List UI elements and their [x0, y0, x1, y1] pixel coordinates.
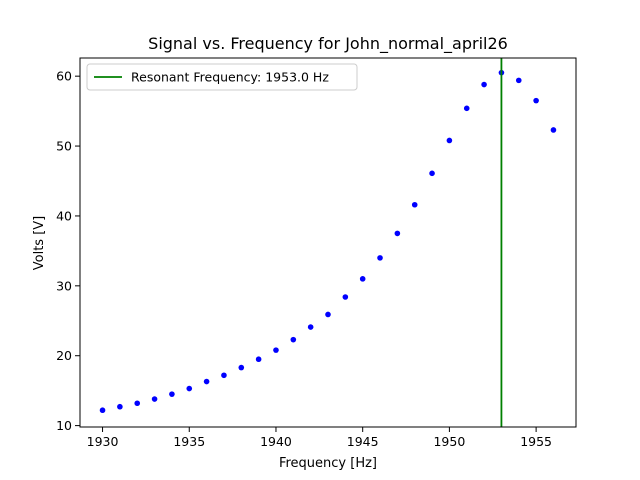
data-point — [481, 81, 487, 88]
y-axis-label: Volts [V] — [32, 216, 47, 271]
data-point — [255, 356, 262, 363]
data-point — [394, 230, 401, 237]
x-tick-label: 1935 — [173, 434, 205, 449]
x-tick-label: 1955 — [520, 434, 552, 449]
data-point — [186, 385, 193, 392]
data-point — [429, 170, 435, 177]
y-tick-label: 60 — [56, 69, 72, 84]
y-tick-label: 20 — [56, 348, 72, 363]
data-point — [307, 324, 314, 330]
x-axis-label: Frequency [Hz] — [279, 456, 377, 471]
data-point — [99, 407, 106, 414]
data-point — [221, 372, 227, 379]
data-point — [342, 294, 349, 300]
y-tick-label: 30 — [56, 278, 72, 293]
legend-box — [86, 63, 358, 91]
data-point — [377, 255, 383, 261]
data-point — [515, 77, 522, 84]
data-point — [359, 276, 366, 282]
data-point — [463, 105, 470, 112]
data-point — [117, 403, 123, 410]
data-point — [151, 396, 158, 402]
data-point — [273, 347, 279, 353]
data-point — [411, 201, 418, 208]
data-point — [134, 400, 141, 407]
x-tick-label: 1945 — [347, 434, 379, 449]
y-tick-label: 40 — [56, 208, 72, 223]
data-point — [203, 378, 210, 385]
legend-label-resonant-frequency: Resonant Frequency: 1953.0 Hz — [131, 70, 329, 85]
x-tick-label: 1930 — [87, 434, 119, 449]
y-tick-label: 10 — [56, 418, 72, 433]
data-point — [325, 311, 331, 318]
data-point — [533, 97, 539, 104]
x-tick-label: 1950 — [433, 434, 465, 449]
data-point — [290, 336, 297, 343]
data-point — [446, 137, 453, 144]
plot-area: 1930 1935 1940 1945 1950 1955 10 20 30 40 50 60 — [56, 57, 577, 449]
legend: Resonant Frequency: 1953.0 Hz — [86, 63, 358, 91]
data-point — [238, 364, 245, 371]
data-point — [550, 127, 557, 133]
x-tick-label: 1940 — [260, 434, 292, 449]
data-point — [169, 391, 175, 397]
y-tick-label: 50 — [56, 139, 72, 154]
chart-title: Signal vs. Frequency for John_normal_apr… — [148, 34, 508, 54]
axes-frame — [79, 57, 577, 428]
